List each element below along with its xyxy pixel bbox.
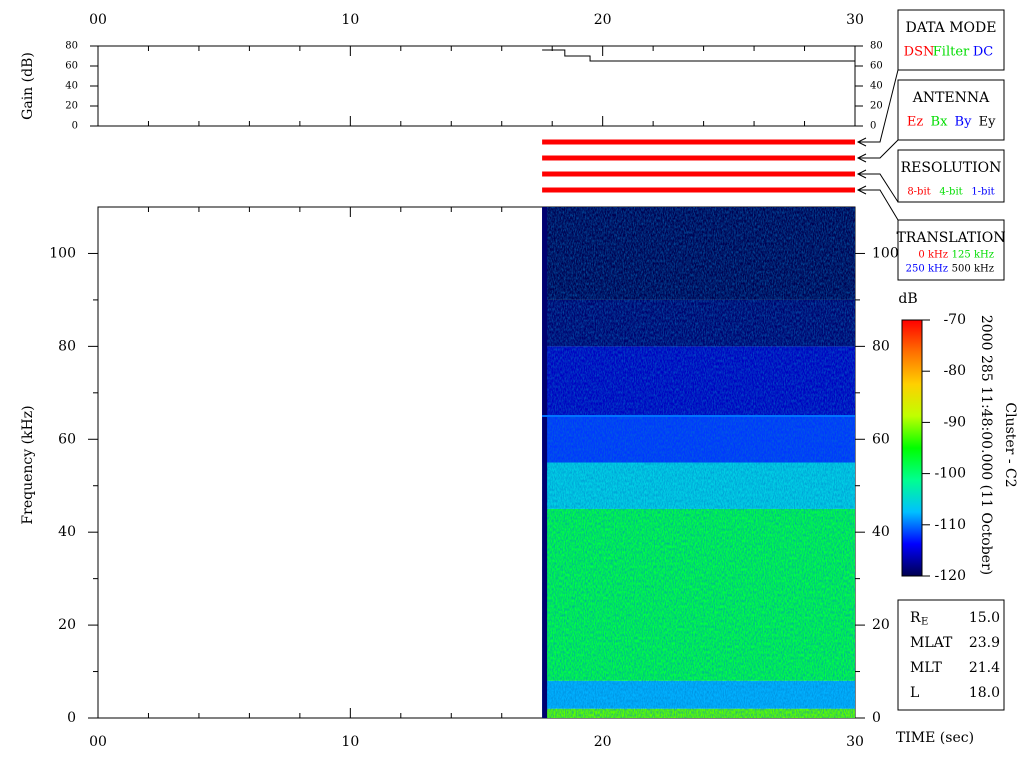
info-name: MLT	[910, 660, 942, 676]
freq-tick-label: 20	[58, 617, 76, 633]
colorbar	[901, 319, 923, 577]
freq-tick-label: 60	[58, 431, 76, 447]
panel-title: TRANSLATION	[896, 230, 1005, 246]
start-strip	[542, 207, 548, 718]
freq-tick-label-right: 80	[872, 338, 890, 354]
panel-item: 500 kHz	[952, 264, 994, 275]
spectrogram	[542, 207, 855, 718]
info-name: L	[910, 685, 919, 701]
info-subscript: E	[921, 617, 928, 628]
gain-tick-label-right: 0	[870, 121, 876, 132]
x-tick-label-top: 00	[89, 12, 107, 28]
gain-frame	[97, 45, 856, 127]
colorbar-tick-label: -80	[943, 363, 966, 379]
panel-item: Ez	[907, 115, 923, 130]
x-tick-label: 20	[594, 734, 612, 750]
gain-tick-label-right: 60	[870, 61, 883, 72]
panel-item: 0 kHz	[918, 250, 948, 261]
panel-box	[897, 219, 1005, 281]
panel-box	[897, 79, 1005, 141]
freq-tick-label-right: 100	[872, 245, 899, 261]
panel-arrow	[858, 139, 899, 159]
panel-item: Filter	[933, 45, 970, 60]
freq-tick-label: 80	[58, 338, 76, 354]
x-tick-label: 30	[846, 734, 864, 750]
gain-tick-label: 60	[65, 61, 78, 72]
panel-item: Bx	[931, 115, 949, 130]
gain-tick-label: 20	[65, 101, 78, 112]
arrow-head	[856, 153, 867, 163]
x-tick-label: 00	[89, 734, 107, 750]
gain-tick-label-right: 20	[870, 101, 883, 112]
x-axis-label: TIME (sec)	[896, 730, 974, 746]
gain-tick-label-right: 80	[870, 41, 883, 52]
arrow-head	[856, 185, 867, 195]
gain-tick-label: 40	[65, 81, 78, 92]
gain-line	[542, 49, 855, 62]
colorbar-tick-label: -100	[935, 466, 966, 482]
panel-item: 1-bit	[971, 187, 994, 198]
panel-arrow	[858, 69, 899, 143]
freq-tick-label-right: 20	[872, 617, 890, 633]
x-tick-label-top: 20	[594, 12, 612, 28]
spacecraft-annotation: Cluster - C2	[1002, 402, 1018, 487]
panel-item: 4-bit	[939, 187, 962, 198]
panel-title: DATA MODE	[906, 20, 997, 36]
info-value: 23.9	[969, 635, 1000, 651]
freq-tick-label-right: 40	[872, 524, 890, 540]
colorbar-tick-label: -70	[943, 312, 966, 328]
info-box	[897, 599, 1005, 711]
panel-title: ANTENNA	[912, 90, 990, 106]
info-value: 21.4	[969, 660, 1000, 676]
freq-tick-label: 40	[58, 524, 76, 540]
panel-title: RESOLUTION	[901, 160, 1002, 176]
panel-item: 8-bit	[907, 187, 930, 198]
panel-item: 125 kHz	[952, 250, 994, 261]
colorbar-tick-label: -90	[943, 414, 966, 430]
gain-tick-label-right: 40	[870, 81, 883, 92]
panel-item: 250 kHz	[906, 264, 948, 275]
panel-arrow	[858, 173, 899, 203]
panel-item: DSN	[904, 45, 935, 60]
gain-tick-label: 80	[65, 41, 78, 52]
colorbar-label: dB	[898, 291, 917, 307]
freq-tick-label: 100	[49, 245, 76, 261]
info-value: 15.0	[969, 610, 1000, 626]
panel-item: Ey	[979, 115, 996, 130]
panel-box	[897, 9, 1005, 71]
gain-tick-label: 0	[72, 121, 78, 132]
frequency-axis-label: Frequency (kHz)	[20, 405, 36, 524]
x-tick-label: 10	[341, 734, 359, 750]
panel-item: By	[955, 115, 973, 130]
freq-tick-label: 0	[67, 710, 76, 726]
info-name: MLAT	[910, 635, 953, 651]
arrow-head	[856, 137, 867, 147]
spectrogram-texture	[542, 207, 855, 718]
panel-arrow	[858, 189, 899, 221]
freq-tick-label-right: 60	[872, 431, 890, 447]
panel-box	[897, 149, 1005, 203]
date-annotation: 2000 285 11:48:00.000 (11 October)	[978, 315, 994, 575]
info-value: 18.0	[969, 685, 1000, 701]
gain-axis-label: Gain (dB)	[20, 52, 36, 120]
x-tick-label-top: 10	[341, 12, 359, 28]
colorbar-tick-label: -110	[935, 517, 966, 533]
colorbar-tick-label: -120	[935, 568, 966, 584]
x-tick-label-top: 30	[846, 12, 864, 28]
arrow-head	[856, 169, 867, 179]
info-name: R	[910, 610, 921, 626]
freq-tick-label-right: 0	[872, 710, 881, 726]
panel-item: DC	[973, 45, 993, 60]
